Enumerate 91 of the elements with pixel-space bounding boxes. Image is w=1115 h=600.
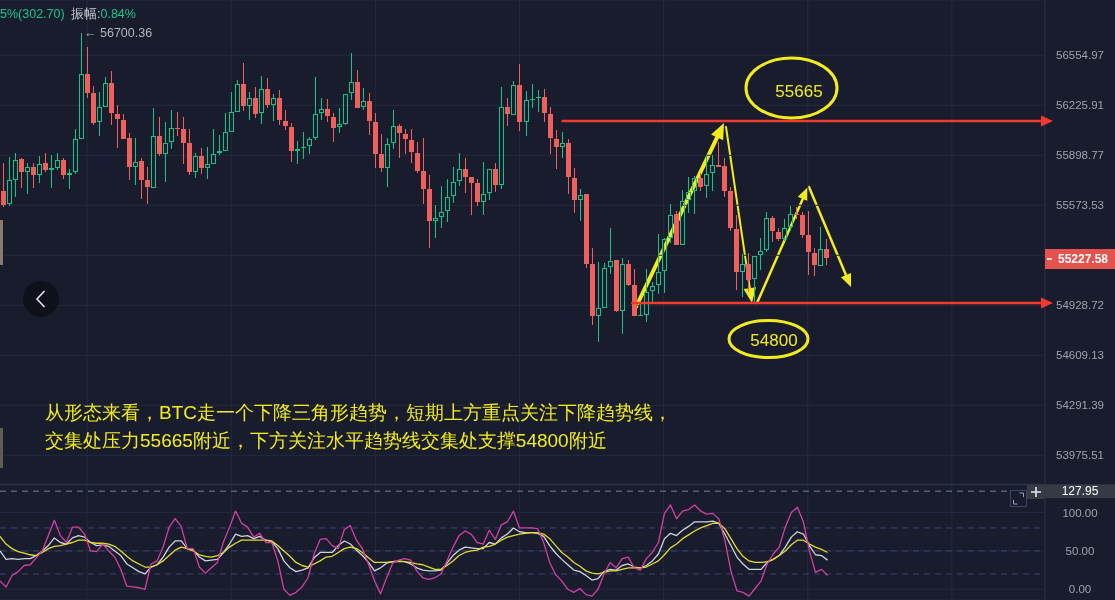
candlestick xyxy=(542,89,547,122)
candlestick xyxy=(31,163,36,188)
candlestick xyxy=(590,248,595,325)
candlestick xyxy=(109,71,114,125)
candlestick xyxy=(638,303,643,316)
annotation: 5%(302.70) xyxy=(0,7,65,21)
annotation: 振幅:0.84% xyxy=(71,7,136,21)
candlestick xyxy=(554,130,559,169)
text: 55227.58 xyxy=(1057,252,1109,266)
candlestick xyxy=(301,132,306,159)
candlestick xyxy=(770,216,775,242)
candlestick xyxy=(493,163,498,192)
candlestick xyxy=(517,64,522,131)
candlestick xyxy=(1,163,6,207)
candlestick xyxy=(175,112,180,136)
candlestick xyxy=(157,117,162,156)
candlestick xyxy=(379,134,384,172)
candlestick xyxy=(698,173,703,191)
candlestick xyxy=(427,175,432,248)
candlestick xyxy=(674,211,679,245)
candlestick xyxy=(61,158,66,179)
candlestick xyxy=(85,47,90,98)
annotation: 54800 xyxy=(750,330,798,350)
ref-line-label: 127.95 xyxy=(1061,484,1099,499)
candlestick xyxy=(409,129,414,163)
candlestick xyxy=(91,86,96,125)
annotation: 55665 xyxy=(775,81,823,101)
candlestick xyxy=(43,153,48,172)
line-series xyxy=(0,504,829,597)
candlestick xyxy=(241,63,246,111)
candlestick xyxy=(734,215,739,290)
candlestick xyxy=(19,158,24,188)
y-tick-label: 54291.39 xyxy=(1056,399,1104,412)
candlestick xyxy=(566,139,571,194)
candlestick xyxy=(463,158,468,193)
candlestick xyxy=(355,70,360,108)
candlestick xyxy=(475,179,480,206)
candlestick xyxy=(536,90,541,112)
candlestick xyxy=(277,90,282,125)
candlestick xyxy=(373,113,378,168)
candlestick xyxy=(469,177,474,215)
y-tick-label: 56225.91 xyxy=(1056,99,1104,112)
candlestick xyxy=(217,135,222,155)
candlestick xyxy=(530,84,535,108)
y-tick-label: 100.00 xyxy=(1062,506,1098,519)
y-tick-label: 53975.51 xyxy=(1056,449,1104,462)
candlestick xyxy=(397,124,402,158)
candlestick xyxy=(806,211,811,275)
candlestick xyxy=(265,78,270,108)
candlestick xyxy=(145,167,150,204)
candlestick xyxy=(812,248,817,276)
candlestick xyxy=(584,194,589,268)
candlestick xyxy=(331,113,336,142)
candlestick xyxy=(289,123,294,162)
candlestick xyxy=(548,107,553,154)
candlestick xyxy=(505,98,510,126)
candlestick xyxy=(776,228,781,241)
candlestick xyxy=(728,187,733,231)
candlestick xyxy=(800,212,805,238)
candlestick xyxy=(367,93,372,135)
y-tick-label: 54928.72 xyxy=(1056,299,1104,312)
annotation: 从形态来看，BTC走一个下降三角形趋势，短期上方重点关注下降趋势线， xyxy=(45,401,672,423)
y-tick-label: 54609.13 xyxy=(1056,349,1104,362)
candlestick xyxy=(181,117,186,164)
candlestick xyxy=(421,138,426,204)
candlestick xyxy=(794,207,799,219)
y-tick-label: 55573.53 xyxy=(1056,199,1104,212)
annotation: ← 56700.36 xyxy=(84,26,153,40)
y-tick-label: 0.00 xyxy=(1068,583,1092,596)
candlestick xyxy=(403,129,408,154)
candlestick xyxy=(295,141,300,164)
candlestick xyxy=(572,168,577,213)
candlestick xyxy=(199,148,204,174)
candlestick xyxy=(139,158,144,199)
candlestick xyxy=(626,260,631,286)
candlestick xyxy=(325,99,330,122)
y-tick-label: 55898.77 xyxy=(1056,149,1104,162)
candlestick xyxy=(283,110,288,130)
candlestick xyxy=(746,253,751,292)
candlestick xyxy=(824,239,829,265)
y-tick-label: 50.00 xyxy=(1065,544,1095,557)
candlestick xyxy=(67,169,72,189)
candlestick xyxy=(632,269,637,316)
candlestick xyxy=(614,260,619,312)
candlestick xyxy=(253,87,258,118)
candlestick xyxy=(187,129,192,175)
candlestick xyxy=(415,142,420,173)
annotation: 交集处压力55665附近，下方关注水平趋势线交集处支撑54800附近 xyxy=(45,429,607,451)
candlestick xyxy=(115,105,120,148)
y-tick-label: 56554.97 xyxy=(1056,49,1104,62)
candlestick xyxy=(49,155,54,188)
